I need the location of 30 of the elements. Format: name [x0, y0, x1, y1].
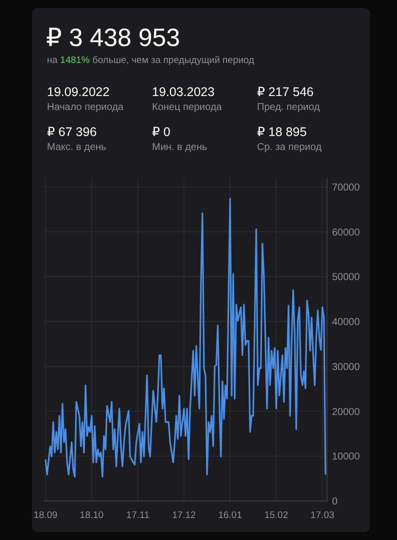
x-tick-label: 16.01: [218, 510, 242, 521]
chart-title: ₽ 3 438 953: [46, 24, 180, 52]
text: 19.03.2023: [152, 85, 215, 99]
x-tick-label: 15.02: [264, 510, 288, 521]
text: Начало периода: [47, 102, 124, 113]
x-tick-label: 17.11: [126, 510, 150, 521]
text: Конец периода: [152, 102, 222, 113]
y-tick-label: 40000: [332, 317, 360, 328]
y-tick-label: 70000: [332, 182, 360, 194]
chart-subtitle: на 1481% больше, чем за предыдущий период: [47, 55, 255, 66]
x-tick-label: 18.10: [80, 510, 104, 521]
x-tick-label: 17.12: [172, 510, 196, 521]
line-series: [44, 198, 326, 478]
y-tick-label: 0: [332, 496, 338, 508]
y-tick-label: 20000: [332, 406, 360, 418]
text: ₽ 18 895: [257, 125, 307, 139]
y-tick-label: 30000: [332, 362, 360, 373]
text: ₽ 67 396: [47, 125, 97, 139]
x-tick-label: 18.09: [34, 510, 58, 521]
text: Мин. в день: [152, 142, 208, 153]
text: Макс. в день: [47, 142, 106, 153]
x-tick-label: 17.03: [310, 510, 334, 521]
text: ₽ 0: [152, 125, 170, 139]
y-tick-label: 10000: [332, 452, 360, 463]
text: Пред. период: [257, 102, 320, 113]
text: 19.09.2022: [47, 85, 110, 99]
y-tick-label: 50000: [332, 272, 360, 284]
text: Ср. за период: [257, 142, 322, 153]
y-tick-label: 60000: [332, 227, 360, 238]
text: ₽ 217 546: [257, 85, 314, 99]
